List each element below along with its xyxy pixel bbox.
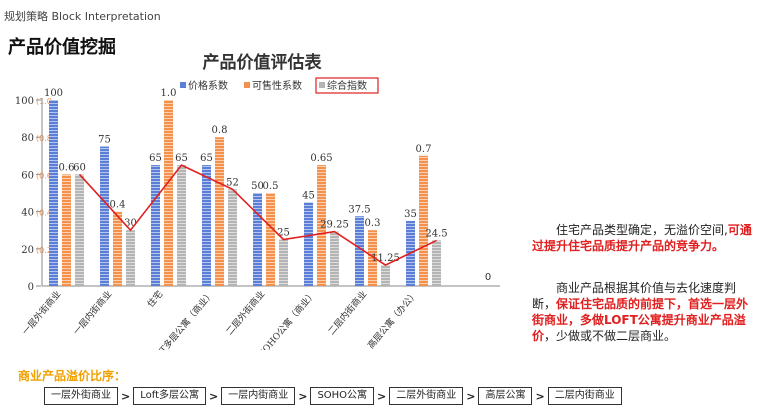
y-tick-label: 60 — [21, 170, 34, 181]
bar-1 — [113, 211, 122, 286]
bar-1 — [368, 230, 377, 286]
bar-value-label: 75 — [98, 135, 111, 146]
x-tick-label: 二层外街商业 — [223, 288, 267, 337]
residential-note: 住宅产品类型确定，无溢价空间,可通过提升住宅品质提升产品的竞争力。 — [532, 222, 754, 254]
bar-0 — [304, 202, 313, 286]
bar-1 — [62, 174, 71, 286]
ranking-caption: 商业产品溢价比序： — [18, 369, 127, 383]
bar-value-label: 0.5 — [263, 181, 279, 192]
y-tick-label: 100 — [15, 96, 34, 107]
ranking-item: 一层外街商业 — [44, 387, 118, 405]
ranking-separator: > — [535, 389, 545, 403]
y-secondary-tick-label: (0.6 — [36, 171, 52, 180]
section-header: 规划策略 Block Interpretation — [4, 10, 161, 23]
bar-0 — [253, 193, 262, 286]
ranking-item: 一层内街商业 — [221, 387, 296, 405]
y-tick-label: 80 — [21, 133, 34, 144]
x-tick-label: 二层内街商业 — [325, 288, 369, 337]
bar-value-label: 29.25 — [320, 220, 349, 231]
bar-value-label: 0.65 — [310, 153, 332, 164]
x-tick-label: 一层内街商业 — [70, 288, 114, 337]
bar-value-label: 0.8 — [212, 125, 228, 136]
bar-value-label: 30 — [124, 218, 137, 229]
ranking-item: 高层公寓 — [478, 387, 533, 405]
residential-note-text: 住宅产品类型确定，无溢价空间, — [556, 223, 728, 237]
residential-note-highlight: 可通过提升住宅品质提升产品的竞争力。 — [532, 223, 752, 253]
y-tick-label: 40 — [21, 208, 34, 219]
bar-2 — [126, 230, 135, 286]
bar-value-label: 0.6 — [59, 162, 75, 173]
legend-swatch-2 — [319, 82, 325, 88]
bar-value-label: 50 — [251, 181, 264, 192]
x-tick-label: 一层外街商业 — [19, 288, 63, 337]
bar-2 — [432, 240, 441, 286]
x-tick-label: 高层公寓（办公） — [365, 288, 420, 350]
y-tick-label: 20 — [21, 245, 34, 256]
composite-index-line — [78, 164, 437, 266]
bar-0 — [355, 216, 364, 286]
chart-title: 产品价值评估表 — [203, 52, 323, 73]
bar-0 — [49, 100, 58, 286]
bar-value-label: 11.25 — [371, 253, 400, 264]
bar-1 — [215, 137, 224, 286]
bar-value-label: 0.3 — [365, 218, 381, 229]
ranking-item: Loft多层公寓 — [133, 387, 206, 405]
bar-0 — [100, 146, 109, 286]
bar-value-label: 65 — [149, 153, 162, 164]
commercial-note-text: 商业产品根据其价值与去化速度判断， — [532, 281, 737, 311]
bar-2 — [75, 174, 84, 286]
bar-value-label: 60 — [73, 162, 86, 173]
bar-value-label: 52 — [226, 177, 239, 188]
bar-1 — [266, 193, 275, 286]
bar-value-label: 24.5 — [425, 228, 447, 239]
bar-1 — [419, 155, 428, 286]
bar-value-label: 0.7 — [416, 144, 432, 155]
y-secondary-tick-label: (0.4 — [36, 209, 52, 218]
bar-2 — [279, 239, 288, 286]
bar-1 — [164, 100, 173, 286]
ranking-item: 二层内街商业 — [547, 387, 622, 405]
legend-highlight-box — [315, 77, 379, 94]
y-secondary-tick-label: (0.2 — [36, 246, 52, 255]
commercial-note-highlight: 保证住宅品质的前提下，首选一层外街商业，多做LOFT公寓提升商业产品溢价 — [532, 297, 749, 343]
bar-value-label: 45 — [302, 190, 315, 201]
bar-value-label: 65 — [175, 153, 188, 164]
commercial-note-tail: ，少做或不做二层商业。 — [544, 329, 677, 343]
x-tick-label: 住宅 — [145, 288, 166, 310]
ranking-item: 二层外街商业 — [389, 387, 464, 405]
bar-0 — [202, 165, 211, 286]
legend-swatch-0 — [180, 82, 186, 88]
ranking-separator: > — [121, 389, 131, 403]
bar-value-label: 1.0 — [161, 88, 177, 99]
bar-2 — [330, 231, 339, 286]
ranking-separator: > — [466, 389, 476, 403]
bar-value-label: 100 — [44, 88, 63, 99]
y-tick-label: 0 — [28, 282, 34, 293]
y-secondary-tick-label: (1.0 — [36, 97, 52, 106]
bar-value-label: 35 — [404, 209, 417, 220]
ranking-separator: > — [209, 389, 219, 403]
bar-value-label: 0.4 — [110, 200, 126, 211]
page-title: 产品价值挖掘 — [8, 37, 116, 58]
legend-label-0: 价格系数 — [188, 79, 228, 92]
legend-swatch-1 — [244, 82, 250, 88]
legend-label-2: 综合指数 — [327, 79, 367, 92]
ranking-row: 一层外街商业 > Loft多层公寓 > 一层内街商业 > SOHO公寓 > 二层外街商业 > 高层公… — [44, 387, 622, 405]
legend-label-1: 可售性系数 — [252, 79, 302, 92]
bar-2 — [381, 265, 390, 286]
bar-value-label: 65 — [200, 153, 213, 164]
ranking-item: SOHO公寓 — [310, 387, 375, 405]
bar-1 — [317, 165, 326, 286]
commercial-note: 商业产品根据其价值与去化速度判断，保证住宅品质的前提下，首选一层外街商业，多做L… — [532, 280, 754, 344]
bar-value-label: 37.5 — [348, 204, 370, 215]
bar-2 — [228, 189, 237, 286]
ranking-separator: > — [298, 389, 308, 403]
bar-0 — [151, 165, 160, 286]
bar-2 — [177, 165, 186, 286]
y-secondary-tick-label: (0.8 — [36, 134, 52, 143]
extra-zero-label: 0 — [485, 272, 491, 283]
ranking-separator: > — [377, 389, 387, 403]
bar-value-label: 25 — [277, 228, 290, 239]
